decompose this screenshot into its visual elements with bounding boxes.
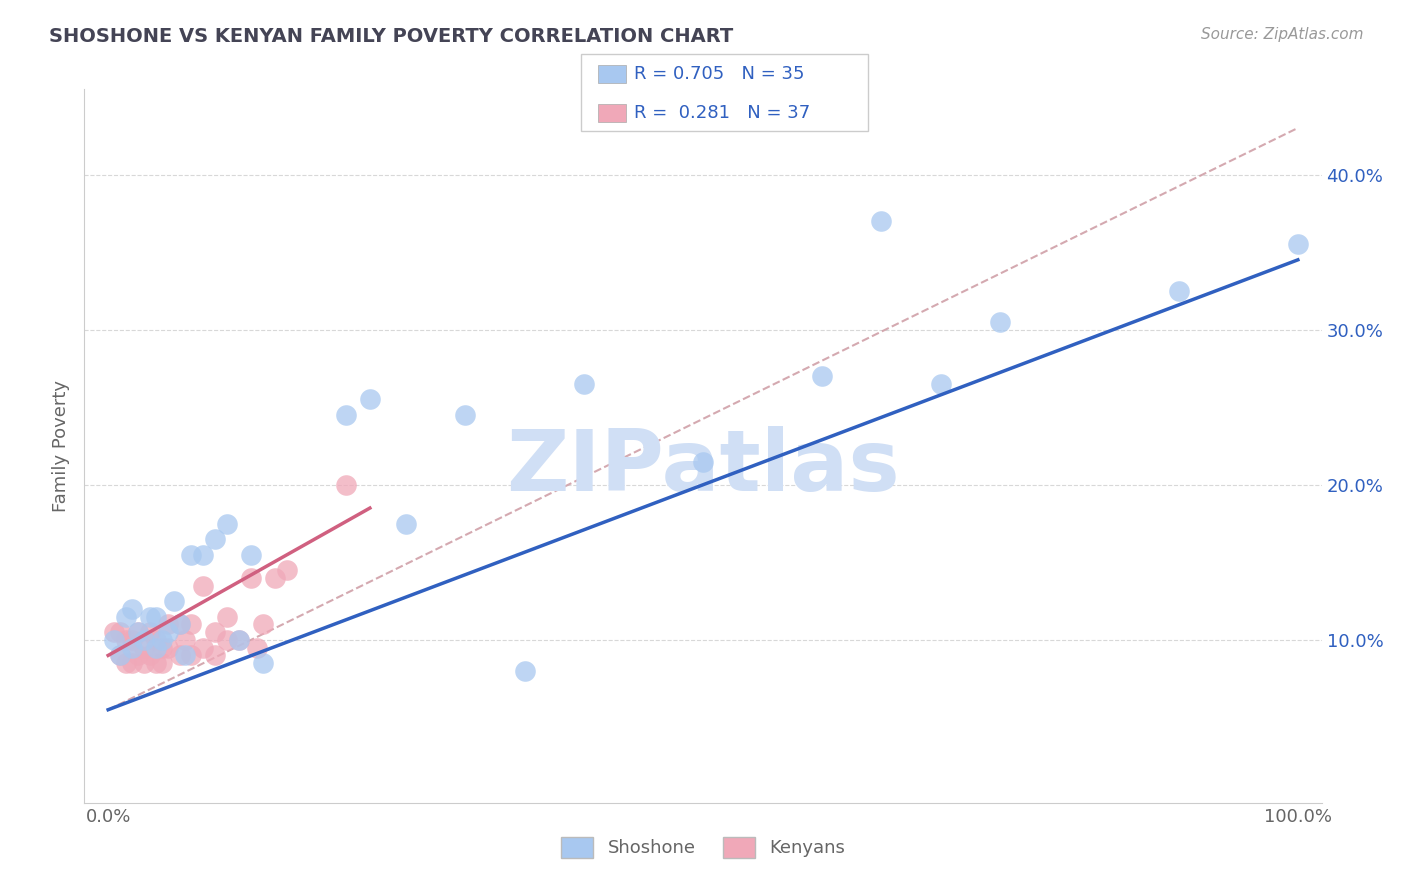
Point xyxy=(121,656,143,670)
Point xyxy=(246,640,269,655)
Text: Source: ZipAtlas.com: Source: ZipAtlas.com xyxy=(1201,27,1364,42)
Point xyxy=(169,617,191,632)
Point xyxy=(121,640,143,655)
Point xyxy=(193,579,215,593)
Point xyxy=(692,454,714,468)
Point xyxy=(108,648,131,663)
Point xyxy=(127,625,149,640)
Point xyxy=(169,617,191,632)
Point xyxy=(115,656,138,670)
Point xyxy=(193,640,215,655)
Point xyxy=(103,632,125,647)
Point xyxy=(204,648,226,663)
Point xyxy=(217,632,239,647)
Point xyxy=(513,664,536,678)
Point xyxy=(870,214,893,228)
Point xyxy=(204,625,226,640)
Point xyxy=(239,571,262,585)
Point xyxy=(132,656,155,670)
Point xyxy=(127,625,149,640)
Point xyxy=(929,376,952,391)
Point xyxy=(132,632,155,647)
Point xyxy=(174,648,197,663)
Point xyxy=(145,656,167,670)
Point xyxy=(156,617,179,632)
Point xyxy=(335,408,357,422)
Point xyxy=(132,640,155,655)
Point xyxy=(228,632,250,647)
Point xyxy=(811,369,834,384)
Text: ZIPatlas: ZIPatlas xyxy=(506,425,900,509)
Point xyxy=(252,617,274,632)
Point xyxy=(156,640,179,655)
Text: SHOSHONE VS KENYAN FAMILY POVERTY CORRELATION CHART: SHOSHONE VS KENYAN FAMILY POVERTY CORREL… xyxy=(49,27,734,45)
Point xyxy=(204,532,226,546)
Point xyxy=(276,563,298,577)
Point xyxy=(127,648,149,663)
Point xyxy=(990,315,1012,329)
Point xyxy=(252,656,274,670)
Point xyxy=(193,548,215,562)
Point xyxy=(180,617,202,632)
Point xyxy=(162,594,184,608)
Point xyxy=(156,625,179,640)
Point xyxy=(108,648,131,663)
Point xyxy=(145,609,167,624)
Text: R =  0.281   N = 37: R = 0.281 N = 37 xyxy=(634,104,810,122)
Point xyxy=(180,548,202,562)
Point xyxy=(121,602,143,616)
Point xyxy=(169,648,191,663)
Y-axis label: Family Poverty: Family Poverty xyxy=(52,380,70,512)
Point xyxy=(115,609,138,624)
Point xyxy=(335,477,357,491)
Point xyxy=(139,648,162,663)
Point xyxy=(150,640,173,655)
Point xyxy=(145,632,167,647)
Point xyxy=(217,516,239,531)
Point xyxy=(263,571,285,585)
Point xyxy=(1286,237,1309,252)
Point xyxy=(239,548,262,562)
Point xyxy=(359,392,381,407)
Point xyxy=(108,625,131,640)
Point xyxy=(572,376,595,391)
Point xyxy=(228,632,250,647)
Point xyxy=(180,648,202,663)
Point xyxy=(139,609,162,624)
Point xyxy=(394,516,416,531)
Point xyxy=(103,625,125,640)
Point xyxy=(217,609,239,624)
Point xyxy=(150,656,173,670)
Text: R = 0.705   N = 35: R = 0.705 N = 35 xyxy=(634,65,804,83)
Point xyxy=(115,632,138,647)
Point xyxy=(174,632,197,647)
Point xyxy=(145,640,167,655)
Point xyxy=(150,632,173,647)
Point xyxy=(454,408,477,422)
Point xyxy=(1167,284,1189,298)
Legend: Shoshone, Kenyans: Shoshone, Kenyans xyxy=(554,830,852,865)
Point xyxy=(121,632,143,647)
Point xyxy=(139,625,162,640)
